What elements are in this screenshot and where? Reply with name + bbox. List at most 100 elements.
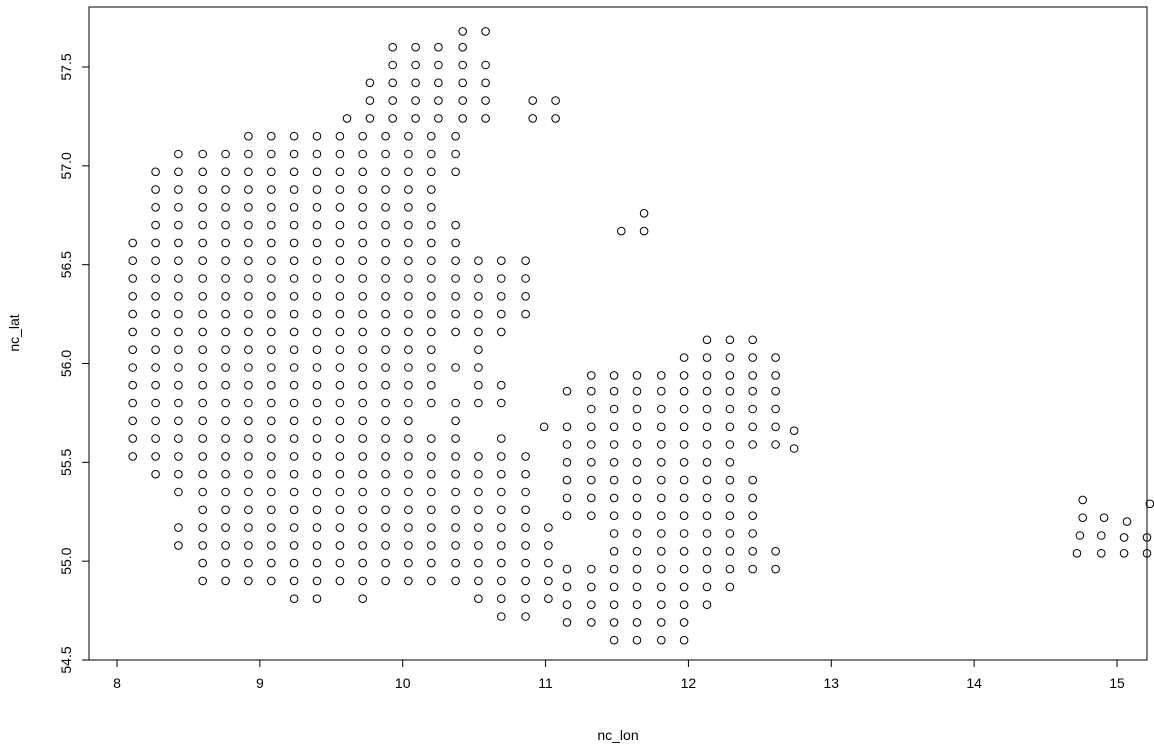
plot-frame [88,6,1148,661]
data-point [451,292,460,301]
data-point [657,547,666,556]
data-point [312,256,322,266]
data-point [609,493,619,503]
data-point [632,547,642,556]
data-point [267,292,276,301]
data-point [381,220,390,230]
data-point [451,469,460,479]
data-point [632,404,642,414]
data-point [335,523,345,532]
data-point [312,505,322,515]
data-point [679,600,689,610]
data-point [358,380,368,390]
data-point [411,114,420,123]
data-point [427,345,436,355]
data-point [609,440,619,449]
data-point [358,327,368,337]
data-point [587,422,596,432]
data-point [289,238,299,248]
data-point [679,493,689,503]
data-point [474,327,483,337]
data-point [427,505,436,515]
data-point [335,469,345,479]
data-point [358,523,368,532]
data-point [609,422,619,432]
data-point [725,582,735,592]
data-point [451,274,460,283]
data-point [404,220,413,230]
data-point [198,345,207,355]
data-point [244,238,253,248]
data-point [748,353,758,362]
data-point [267,541,276,550]
data-point [427,274,436,283]
data-point [244,523,253,532]
data-point [221,274,230,283]
data-point [267,558,276,568]
data-point [702,600,712,610]
data-point [544,541,553,550]
data-point [404,541,413,550]
data-point [1119,549,1129,558]
data-point [771,371,780,380]
data-point [335,487,345,497]
data-point [451,452,460,461]
data-point [771,404,780,414]
data-point [562,618,572,627]
data-point [587,475,596,485]
data-point [358,185,368,194]
data-points [128,27,1154,645]
data-point [679,511,689,521]
data-point [267,452,276,461]
data-point [221,576,230,586]
data-point [312,220,322,230]
data-point [657,564,666,574]
data-point [609,386,619,396]
data-point [748,547,758,556]
data-point [289,274,299,283]
data-point [1097,549,1106,558]
data-point [198,363,207,372]
data-point [335,452,345,461]
data-point [358,345,368,355]
data-point [381,558,390,568]
data-point [521,594,530,604]
data-point [381,452,390,461]
data-point [244,309,253,319]
data-point [358,167,368,177]
data-point [267,131,276,141]
data-point [221,469,230,479]
data-point [365,114,375,123]
data-point [174,203,183,212]
data-point [289,363,299,372]
data-point [1097,531,1106,540]
data-point [381,292,390,301]
data-point [404,487,413,497]
data-point [388,78,398,88]
data-point [335,185,345,194]
data-point [128,434,137,443]
data-point [609,618,619,627]
data-point [657,475,666,485]
data-point [497,594,506,604]
data-point [358,505,368,515]
data-point [632,475,642,485]
data-point [289,469,299,479]
data-point [481,96,490,105]
data-point [312,185,322,194]
data-point [335,309,345,319]
data-point [267,469,276,479]
y-axis-label: nc_lat [6,314,22,351]
data-point [748,440,758,449]
data-point [725,335,735,345]
data-point [657,440,666,449]
data-point [521,612,530,621]
data-point [427,185,436,194]
data-point [404,309,413,319]
data-point [174,309,183,319]
data-point [632,422,642,432]
data-point [451,541,460,550]
data-point [497,274,506,283]
data-point [451,505,460,515]
data-point [562,564,572,574]
